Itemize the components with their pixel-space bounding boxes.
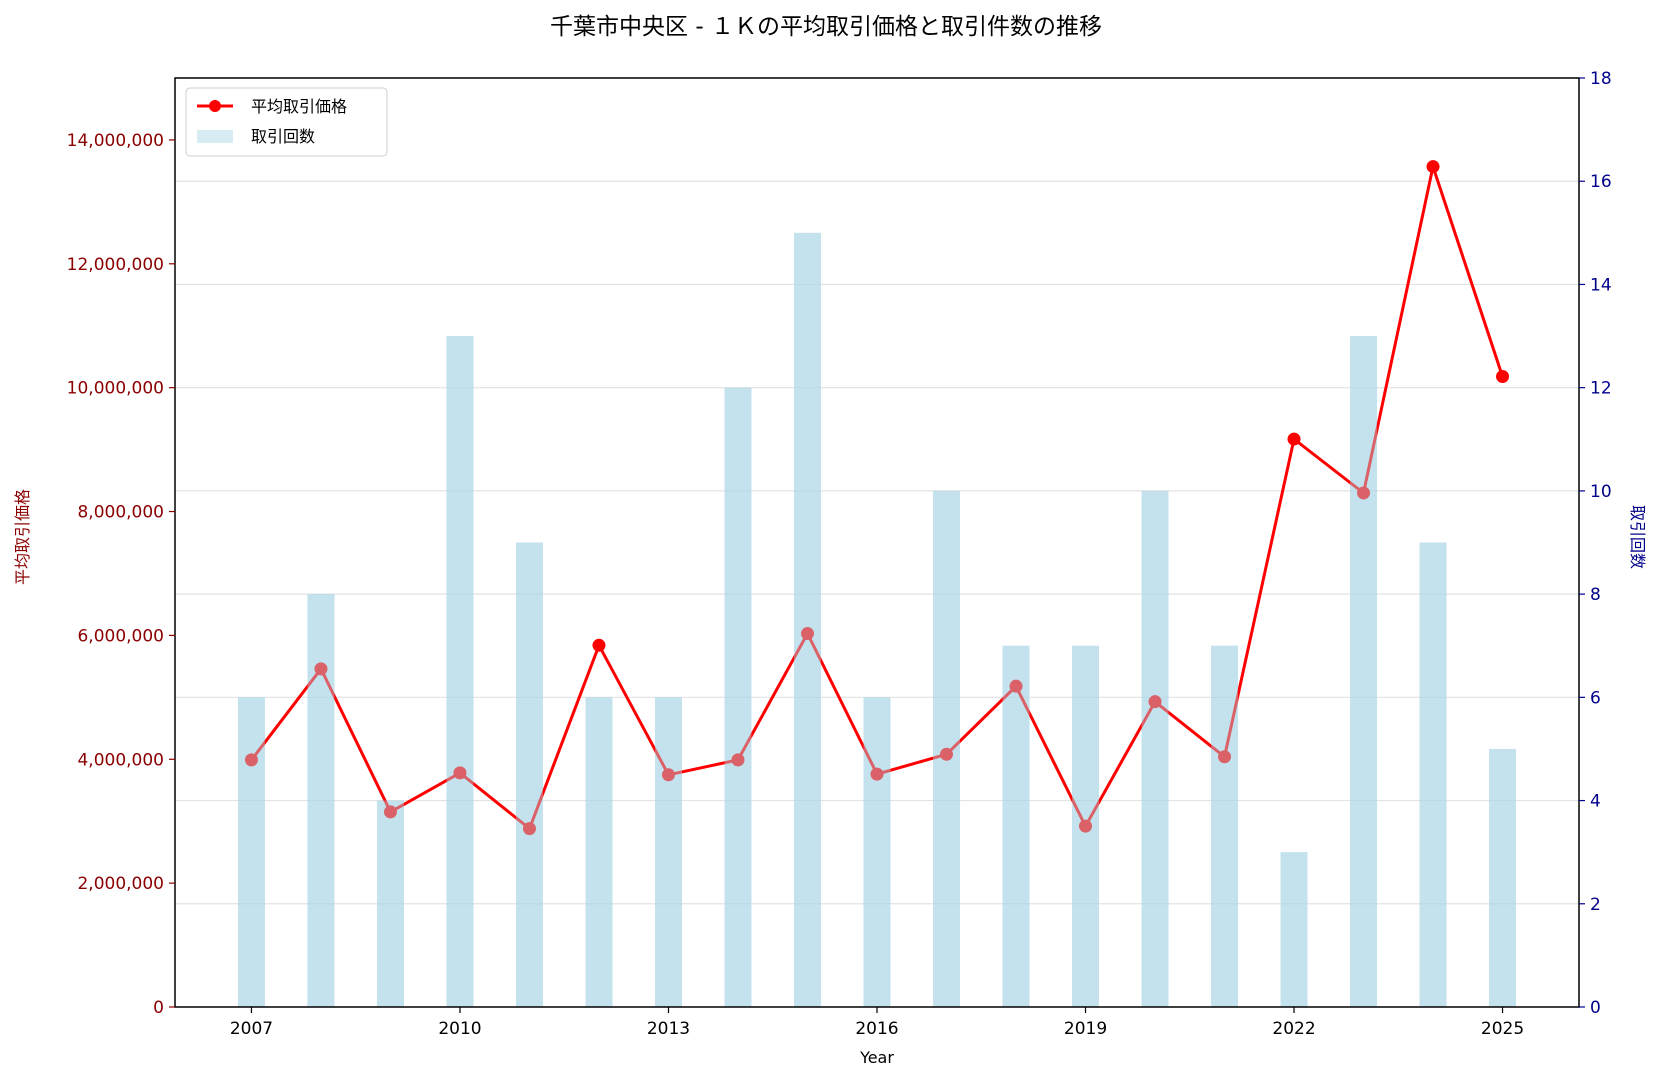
y-left-tick-label: 6,000,000	[77, 626, 164, 646]
bar-overlay	[1141, 490, 1169, 1007]
y-right-tick-label: 0	[1590, 998, 1601, 1018]
price-point	[244, 753, 258, 767]
price-point	[870, 767, 884, 781]
bar	[1280, 852, 1308, 1007]
y-left-tick-label: 2,000,000	[77, 874, 164, 894]
legend-bar-swatch	[197, 130, 233, 143]
bar	[1211, 645, 1239, 1007]
bar-overlay	[1072, 645, 1100, 1007]
chart-title: 千葉市中央区 - １Ｋの平均取引価格と取引件数の推移	[550, 14, 1102, 40]
y-left-tick-label: 10,000,000	[67, 379, 164, 399]
bar	[1489, 748, 1517, 1007]
bar	[376, 800, 404, 1007]
bar-overlay	[933, 490, 961, 1007]
y-right-tick-label: 14	[1590, 275, 1612, 295]
y-right-tick-label: 16	[1590, 172, 1612, 192]
x-tick-label: 2019	[1064, 1019, 1107, 1039]
price-point	[661, 768, 675, 782]
bar-overlay	[515, 542, 543, 1007]
bar-overlay	[1489, 748, 1517, 1007]
bar-overlay	[376, 800, 404, 1007]
bar	[724, 387, 752, 1008]
price-point	[1148, 695, 1162, 709]
bar	[1141, 490, 1169, 1007]
bar	[793, 232, 821, 1008]
bar-overlay	[1419, 542, 1447, 1007]
bar	[863, 697, 891, 1007]
x-tick-label: 2007	[230, 1019, 273, 1039]
legend-label-count: 取引回数	[251, 127, 315, 146]
y-right-tick-label: 4	[1590, 792, 1601, 812]
y-right-tick-label: 12	[1590, 379, 1612, 399]
price-point	[1009, 679, 1023, 693]
bar-overlay	[585, 697, 613, 1007]
price-point	[314, 662, 328, 676]
price-point	[940, 747, 954, 761]
y-axis-right-label: 取引回数	[1628, 505, 1647, 569]
price-point	[1496, 370, 1510, 384]
bar	[515, 542, 543, 1007]
bar-overlay	[863, 697, 891, 1007]
price-point	[522, 822, 536, 836]
bar-overlay	[654, 697, 682, 1007]
bar	[1419, 542, 1447, 1007]
bar-overlay	[724, 387, 752, 1008]
bar-overlay	[237, 697, 265, 1007]
x-tick-label: 2013	[647, 1019, 690, 1039]
y-left-tick-label: 4,000,000	[77, 750, 164, 770]
y-left-tick-label: 12,000,000	[67, 255, 164, 275]
y-left-tick-label: 0	[153, 998, 164, 1018]
price-point	[453, 766, 467, 780]
legend-label-price: 平均取引価格	[251, 97, 347, 116]
x-tick-label: 2025	[1481, 1019, 1524, 1039]
price-point	[592, 638, 606, 652]
price-point	[731, 753, 745, 767]
price-point	[1079, 819, 1093, 833]
y-right-tick-label: 10	[1590, 482, 1612, 502]
x-axis-label: Year	[859, 1048, 894, 1067]
price-point	[1357, 486, 1371, 500]
y-right-tick-label: 18	[1590, 69, 1612, 89]
price-point	[800, 627, 814, 641]
y-right-tick-label: 6	[1590, 688, 1601, 708]
x-tick-label: 2010	[438, 1019, 481, 1039]
x-tick-label: 2016	[855, 1019, 898, 1039]
bar-overlay	[1211, 645, 1239, 1007]
x-tick-label: 2022	[1272, 1019, 1315, 1039]
chart-legend: 平均取引価格 取引回数	[185, 87, 388, 157]
bar-overlay	[1280, 852, 1308, 1007]
bar-overlay	[1002, 645, 1030, 1007]
bar-overlay	[446, 336, 474, 1007]
price-point	[1218, 750, 1232, 764]
price-point	[1426, 160, 1440, 174]
y-right-tick-label: 8	[1590, 585, 1601, 605]
legend-line-marker	[209, 100, 221, 112]
bar-overlay	[1350, 336, 1378, 1007]
bar	[654, 697, 682, 1007]
price-point	[383, 805, 397, 819]
y-axis-left-label: 平均取引価格	[13, 489, 32, 585]
y-left-tick-label: 14,000,000	[67, 131, 164, 151]
price-point	[1287, 432, 1301, 446]
y-right-tick-label: 2	[1590, 895, 1601, 915]
bar	[446, 336, 474, 1007]
bar	[585, 697, 613, 1007]
y-left-tick-label: 8,000,000	[77, 503, 164, 523]
bar-overlay	[307, 594, 335, 1007]
bar-overlay	[793, 232, 821, 1008]
